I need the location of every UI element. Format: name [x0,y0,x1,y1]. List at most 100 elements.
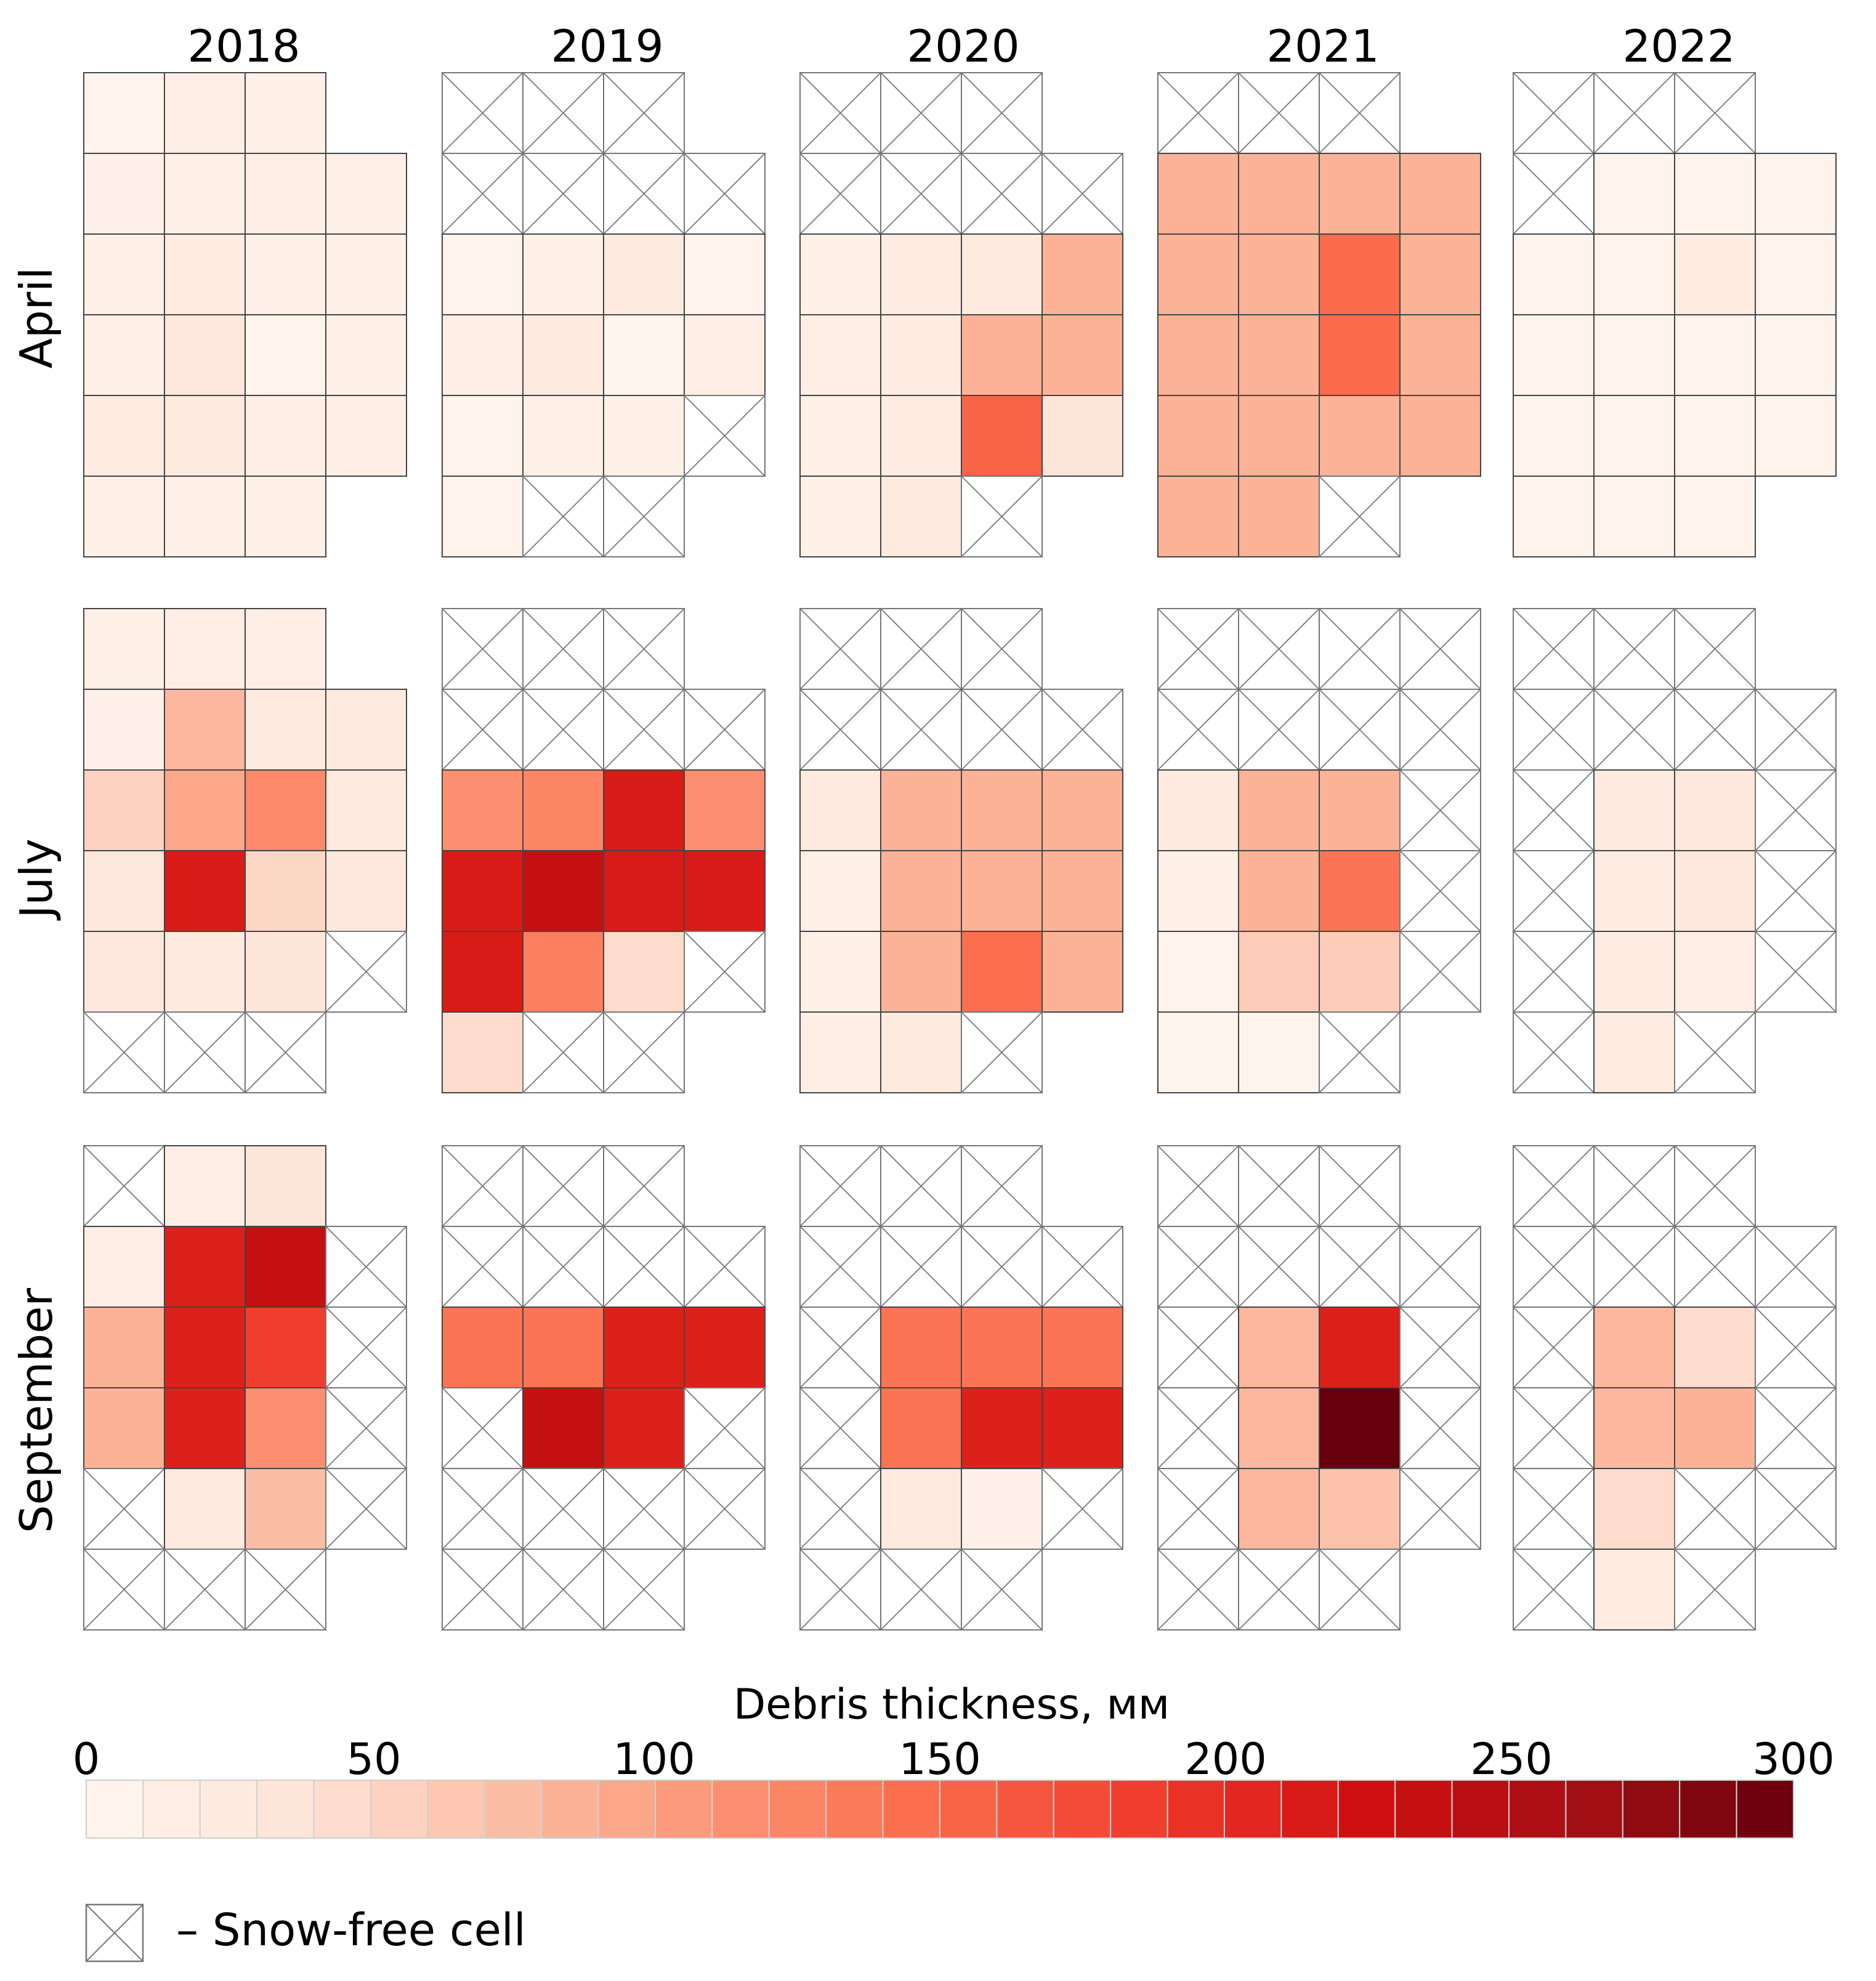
year-label-2019: 2019 [551,20,663,72]
snow-free-cell [1157,1549,1239,1631]
snow-free-cell [522,1011,604,1093]
heatmap-cell [442,314,524,396]
colorbar-segment [370,1780,429,1839]
heatmap-cell [1674,153,1756,235]
snow-free-cell [1157,1468,1239,1550]
colorbar-segment [1110,1780,1168,1839]
heatmap-cell [245,850,326,932]
snow-free-cell [442,1468,524,1550]
snow-free-cell [799,689,881,771]
heatmap-cell [603,1306,685,1388]
heatmap-cell [684,314,766,396]
snow-free-cell [961,476,1043,557]
snow-free-cell [1319,72,1401,154]
month-labels: April July September [10,267,62,1533]
heatmap-cell [961,931,1043,1013]
snow-free-cell [880,1549,962,1631]
heatmap-cell [1041,850,1123,932]
snow-free-cell [522,476,604,557]
snow-free-cell [961,1011,1043,1093]
heatmap-cell [1755,233,1837,315]
panel-september-2021 [1157,1145,1481,1631]
heatmap-cell [1238,153,1320,235]
snow-free-cell [603,689,685,771]
snow-free-cell [522,153,604,235]
heatmap-cell [245,314,326,396]
heatmap-cell [880,1387,962,1469]
snow-free-cell [799,1387,881,1469]
snow-free-cell [1513,769,1595,851]
snow-free-cell [603,1145,685,1227]
heatmap-cell [1674,233,1756,315]
heatmap-cell [1157,314,1239,396]
snow-free-cell [1755,1468,1837,1550]
heatmap-cell [1319,1468,1401,1550]
heatmap-cell [961,395,1043,477]
heatmap-cell [603,769,685,851]
heatmap-cell [442,931,524,1013]
heatmap-cell [961,1387,1043,1469]
heatmap-cell [1319,1306,1401,1388]
snow-free-cell [1755,1226,1837,1308]
heatmap-cell [1674,931,1756,1013]
colorbar-tick-250: 250 [1470,1734,1553,1785]
heatmap-cell [325,153,407,235]
snow-free-cell [684,1226,766,1308]
snow-free-cell [961,153,1043,235]
year-label-2022: 2022 [1622,20,1735,72]
heatmap-cell [325,769,407,851]
colorbar-segment [541,1780,599,1839]
snow-free-cell [1157,1145,1239,1227]
heatmap-cell [325,689,407,771]
snow-free-cell [164,1549,246,1631]
heatmap-cell [245,72,326,154]
heatmap-cell [684,850,766,932]
snow-free-cell [442,689,524,771]
snow-free-cell [1513,608,1595,690]
snow-free-cell [684,1468,766,1550]
heatmap-cell [1513,476,1595,557]
heatmap-cell [83,689,165,771]
heatmap-cell [83,850,165,932]
snow-free-cell [1674,72,1756,154]
snow-free-cell [961,608,1043,690]
heatmap-cell [245,1468,326,1550]
snow-free-legend: – Snow-free cell [85,1903,526,1963]
snow-free-cell [1513,1011,1595,1093]
month-label-april: April [10,267,62,369]
heatmap-cell [164,769,246,851]
snow-free-cell [325,931,407,1013]
snow-free-cell [603,1468,685,1550]
panel-september-2019 [442,1145,766,1631]
snow-free-cell [880,1145,962,1227]
snow-free-cell [961,72,1043,154]
colorbar-segment [427,1780,485,1839]
heatmap-cell [1238,1468,1320,1550]
heatmap-cell [1593,1306,1675,1388]
heatmap-cell [83,153,165,235]
colorbar-segment [483,1780,543,1839]
colorbar-tick-50: 50 [346,1734,401,1785]
heatmap-cell [83,1226,165,1308]
heatmap-cell [1593,850,1675,932]
heatmap-cell [880,850,962,932]
heatmap-cell [83,1306,165,1388]
heatmap-cell [1157,233,1239,315]
panel-april-2021 [1157,72,1481,557]
colorbar-segment [1451,1780,1510,1839]
snow-free-cell [684,153,766,235]
heatmap-cell [245,1226,326,1308]
snow-free-cell [1513,1549,1595,1631]
snow-free-cell [522,608,604,690]
panel-april-2022 [1513,72,1837,557]
colorbar-segment [199,1780,258,1839]
heatmap-cell [164,1468,246,1550]
heatmap-cell [522,931,604,1013]
snow-free-cell [522,689,604,771]
snow-free-cell [961,689,1043,771]
snow-free-cell [1674,1226,1756,1308]
snow-free-cell [1399,1468,1481,1550]
heatmap-cell [164,1145,246,1227]
heatmap-cell [1674,314,1756,396]
snow-free-cell [1674,1011,1756,1093]
